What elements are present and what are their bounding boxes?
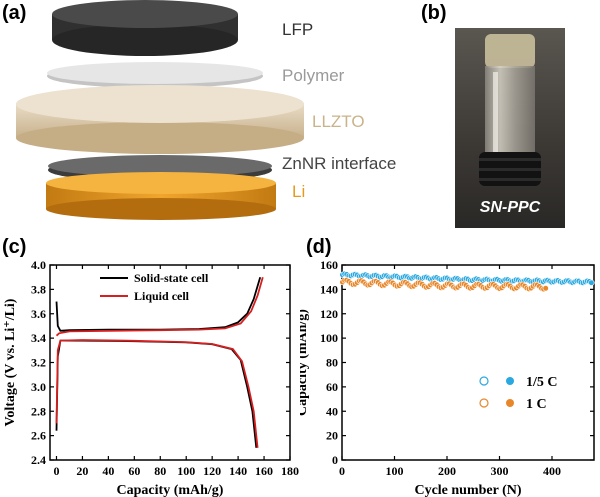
- lfp-layer: [52, 0, 238, 56]
- panel-a-layer-diagram: [16, 0, 304, 220]
- legend-entry: Liquid cell: [134, 289, 190, 303]
- y-tick-label: 3.0: [31, 380, 46, 394]
- voltage-capacity-chart: 0 20 40 60 80 100 120 140 160 180 2.4 2.6 2.8 3.0 3.2 3…: [3, 258, 299, 497]
- y-tick-label: 3.2: [31, 356, 46, 370]
- legend-filled-marker: [506, 399, 514, 407]
- legend-open-marker: [479, 398, 489, 408]
- x-tick-label: 300: [491, 464, 509, 478]
- znnr-label: ZnNR interface: [282, 154, 397, 173]
- series-solid-charge: [55, 276, 262, 332]
- cycling-chart: 0 100 200 300 400 0 20 40 60 80 100 120 140 160 Cycle …: [300, 258, 595, 497]
- panel-a-label: (a): [2, 2, 27, 24]
- y-tick-label: 2.6: [31, 429, 46, 443]
- y-axis-label: Voltage (V vs. Li⁺/Li): [3, 298, 18, 426]
- legend-entry: 1/5 C: [526, 375, 558, 390]
- x-axis-label: Capacity (mAh/g): [117, 483, 224, 497]
- panel-c-label: (c): [2, 236, 27, 258]
- panel-d-label: (d): [306, 236, 332, 258]
- y-tick-label: 3.8: [31, 282, 46, 296]
- x-tick-label: 100: [386, 464, 404, 478]
- y-tick-label: 160: [320, 258, 338, 272]
- y-tick-label: 3.4: [31, 331, 46, 345]
- x-tick-label: 0: [339, 464, 345, 478]
- x-tick-label: 60: [128, 464, 140, 478]
- legend-filled-marker: [506, 377, 514, 385]
- series-liquid-discharge: [55, 339, 259, 448]
- y-tick-label: 4.0: [31, 258, 46, 272]
- x-tick-label: 40: [102, 464, 114, 478]
- y-tick-label: 0: [332, 453, 338, 467]
- x-tick-label: 0: [53, 464, 59, 478]
- y-tick-label: 40: [326, 404, 338, 418]
- x-tick-label: 80: [154, 464, 166, 478]
- x-tick-label: 20: [76, 464, 88, 478]
- x-tick-label: 140: [229, 464, 247, 478]
- vial-photo: SN-PPC: [455, 28, 565, 228]
- y-tick-label: 60: [326, 380, 338, 394]
- y-axis-label: Capacity (mAh/g): [300, 309, 310, 416]
- y-tick-label: 100: [320, 331, 338, 345]
- x-tick-label: 200: [438, 464, 456, 478]
- x-tick-label: 180: [281, 464, 299, 478]
- legend-entry: Solid-state cell: [134, 271, 209, 285]
- y-tick-label: 120: [320, 307, 338, 321]
- y-tick-label: 3.6: [31, 307, 46, 321]
- y-tick-label: 80: [326, 356, 338, 370]
- vial-caption: SN-PPC: [479, 199, 541, 216]
- x-tick-label: 160: [255, 464, 273, 478]
- series-solid-discharge: [55, 339, 258, 448]
- llzto-label: LLZTO: [312, 112, 365, 131]
- legend-entry: 1 C: [526, 397, 547, 412]
- y-tick-label: 20: [326, 429, 338, 443]
- polymer-label: Polymer: [282, 66, 345, 85]
- y-tick-label: 2.4: [31, 453, 46, 467]
- x-tick-label: 100: [177, 464, 195, 478]
- li-layer: [46, 172, 276, 220]
- li-label: Li: [292, 182, 306, 201]
- data-point: [588, 279, 595, 286]
- plot-frame: [341, 264, 595, 461]
- polymer-layer: [47, 62, 263, 88]
- series-liquid-charge: [55, 276, 264, 337]
- x-tick-label: 400: [543, 464, 561, 478]
- panel-b-label: (b): [421, 2, 447, 24]
- llzto-layer: [16, 85, 304, 154]
- x-tick-label: 120: [203, 464, 221, 478]
- y-tick-label: 140: [320, 282, 338, 296]
- y-tick-label: 2.8: [31, 404, 46, 418]
- data-point: [542, 285, 549, 292]
- legend-open-marker: [479, 376, 489, 386]
- vial-illustration: [455, 28, 565, 228]
- x-axis-label: Cycle number (N): [414, 483, 521, 497]
- lfp-label: LFP: [282, 20, 314, 39]
